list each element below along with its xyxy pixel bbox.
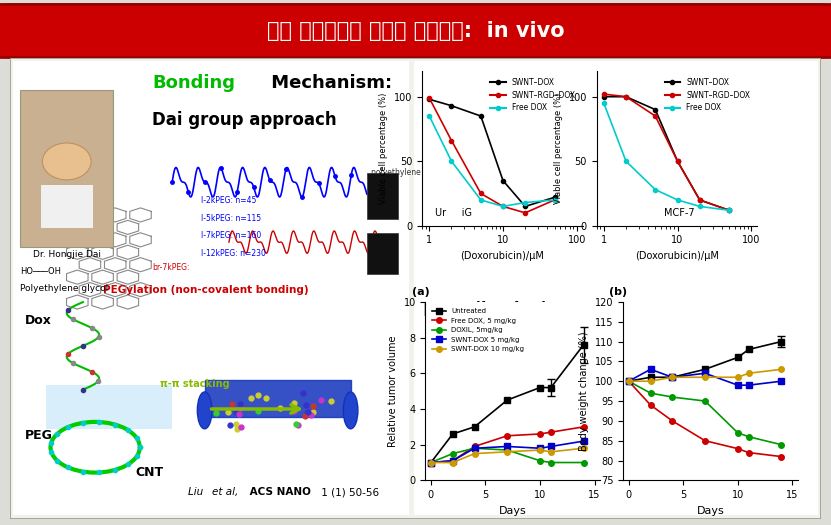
Untreated — [448, 431, 458, 437]
SWNT-DOX 10 mg/kg — [448, 459, 458, 466]
Free DOX, 5 mg/kg — [535, 431, 545, 437]
Text: Bonding: Bonding — [152, 74, 235, 92]
Free DOX, 5 mg/kg — [502, 433, 512, 439]
Text: CNT: CNT — [135, 466, 164, 479]
Ellipse shape — [197, 392, 212, 429]
Free DOX, 5 mg/kg — [470, 443, 479, 449]
Text: Dr. Hongjie Dai: Dr. Hongjie Dai — [32, 250, 101, 259]
Bar — [41, 184, 93, 228]
SWNT-DOX 10 mg/kg — [470, 450, 479, 457]
Text: br-7kPEG:: br-7kPEG: — [152, 263, 189, 272]
SWNT-DOX 5 mg/kg — [578, 438, 588, 444]
Text: l-5kPEG: n=115: l-5kPEG: n=115 — [200, 214, 261, 223]
Untreated — [502, 397, 512, 403]
Line: Untreated: Untreated — [428, 342, 587, 465]
FancyBboxPatch shape — [0, 4, 831, 58]
SWNT-DOX 10 mg/kg — [535, 447, 545, 453]
Text: 카본 나노튜브를 이용한 항암효과:  in vivo: 카본 나노튜브를 이용한 항암효과: in vivo — [267, 21, 564, 41]
Y-axis label: Body weight change (%): Body weight change (%) — [579, 331, 589, 451]
Bar — [47, 385, 172, 429]
Bar — [366, 173, 398, 219]
Ellipse shape — [343, 392, 358, 429]
SWNT-DOX 10 mg/kg — [426, 459, 436, 466]
SWNT-DOX 5 mg/kg — [535, 445, 545, 452]
Text: (a): (a) — [411, 287, 430, 297]
Bar — [13, 61, 409, 515]
DOXIL, 5mg/kg — [426, 459, 436, 466]
Text: l-12kPEG: n=230: l-12kPEG: n=230 — [200, 248, 265, 258]
SWNT-DOX 10 mg/kg — [546, 449, 556, 455]
Text: l-7kPEG: n=160: l-7kPEG: n=160 — [200, 231, 261, 240]
X-axis label: (Doxorubicin)/μM: (Doxorubicin)/μM — [460, 251, 544, 261]
Text: ACS NANO: ACS NANO — [246, 487, 311, 497]
DOXIL, 5mg/kg — [502, 447, 512, 453]
Line: SWNT-DOX 5 mg/kg: SWNT-DOX 5 mg/kg — [428, 438, 587, 465]
Bar — [366, 233, 398, 275]
Free DOX, 5 mg/kg — [546, 429, 556, 435]
SWNT-DOX 5 mg/kg — [546, 443, 556, 449]
Bar — [20, 90, 113, 247]
Untreated — [578, 342, 588, 348]
DOXIL, 5mg/kg — [470, 445, 479, 452]
SWNT-DOX 5 mg/kg — [470, 445, 479, 452]
DOXIL, 5mg/kg — [578, 459, 588, 466]
Text: PEG: PEG — [25, 429, 52, 442]
Free DOX, 5 mg/kg — [426, 459, 436, 466]
Ellipse shape — [42, 143, 91, 180]
Text: 동물 실험 (in vivo): 동물 실험 (in vivo) — [424, 300, 548, 315]
Text: Dox: Dox — [25, 313, 52, 327]
X-axis label: (Doxorubicin)/μM: (Doxorubicin)/μM — [635, 251, 719, 261]
SWNT-DOX 10 mg/kg — [502, 449, 512, 455]
Free DOX, 5 mg/kg — [448, 458, 458, 464]
Untreated — [546, 384, 556, 391]
SWNT-DOX 5 mg/kg — [502, 443, 512, 449]
Untreated — [535, 384, 545, 391]
SWNT-DOX 5 mg/kg — [448, 458, 458, 464]
DOXIL, 5mg/kg — [546, 459, 556, 466]
Free DOX, 5 mg/kg — [578, 424, 588, 430]
Text: (b): (b) — [609, 287, 627, 297]
SWNT-DOX 5 mg/kg — [426, 459, 436, 466]
Bar — [414, 61, 818, 515]
DOXIL, 5mg/kg — [535, 458, 545, 464]
SWNT-DOX 10 mg/kg — [578, 445, 588, 452]
Text: polyethylene glycol (PEG): polyethylene glycol (PEG) — [371, 169, 470, 177]
Untreated — [470, 424, 479, 430]
Line: SWNT-DOX 10 mg/kg: SWNT-DOX 10 mg/kg — [428, 446, 587, 465]
Text: 세포 실험 (in vitro): 세포 실험 (in vitro) — [424, 72, 553, 88]
Line: DOXIL, 5mg/kg: DOXIL, 5mg/kg — [428, 446, 587, 465]
Text: HO───OH: HO───OH — [20, 267, 61, 277]
DOXIL, 5mg/kg — [448, 450, 458, 457]
Legend: Untreated, Free DOX, 5 mg/kg, DOXIL, 5mg/kg, SWNT-DOX 5 mg/kg, SWNT-DOX 10 mg/kg: Untreated, Free DOX, 5 mg/kg, DOXIL, 5mg… — [429, 306, 527, 355]
Text: MCF-7: MCF-7 — [664, 208, 695, 218]
Text: 1 (1) 50-56: 1 (1) 50-56 — [318, 487, 379, 497]
Text: Dai group approach: Dai group approach — [152, 111, 337, 129]
Text: Liu: Liu — [189, 487, 207, 497]
Text: PEGylation (non-covalent bonding): PEGylation (non-covalent bonding) — [103, 285, 309, 295]
Line: Free DOX, 5 mg/kg: Free DOX, 5 mg/kg — [428, 424, 587, 465]
Text: Polyethylene glycol: Polyethylene glycol — [20, 284, 108, 292]
Legend: SWNT–DOX, SWNT–RGD–DOX, Free DOX: SWNT–DOX, SWNT–RGD–DOX, Free DOX — [487, 75, 578, 116]
Y-axis label: Viable cell percentage (%): Viable cell percentage (%) — [554, 92, 563, 204]
X-axis label: Days: Days — [499, 506, 527, 516]
Untreated — [426, 459, 436, 466]
Y-axis label: Viable cell percentage (%): Viable cell percentage (%) — [380, 92, 389, 204]
X-axis label: Days: Days — [696, 506, 725, 516]
Text: π-π stacking: π-π stacking — [160, 380, 229, 390]
Text: Mechanism:: Mechanism: — [265, 74, 392, 92]
Text: l-2kPEG: n=45: l-2kPEG: n=45 — [200, 196, 256, 205]
Text: Ur     iG: Ur iG — [435, 208, 472, 218]
Text: et al,: et al, — [212, 487, 238, 497]
Legend: SWNT–DOX, SWNT–RGD–DOX, Free DOX: SWNT–DOX, SWNT–RGD–DOX, Free DOX — [661, 75, 753, 116]
Y-axis label: Relative tumor volume: Relative tumor volume — [388, 335, 398, 447]
